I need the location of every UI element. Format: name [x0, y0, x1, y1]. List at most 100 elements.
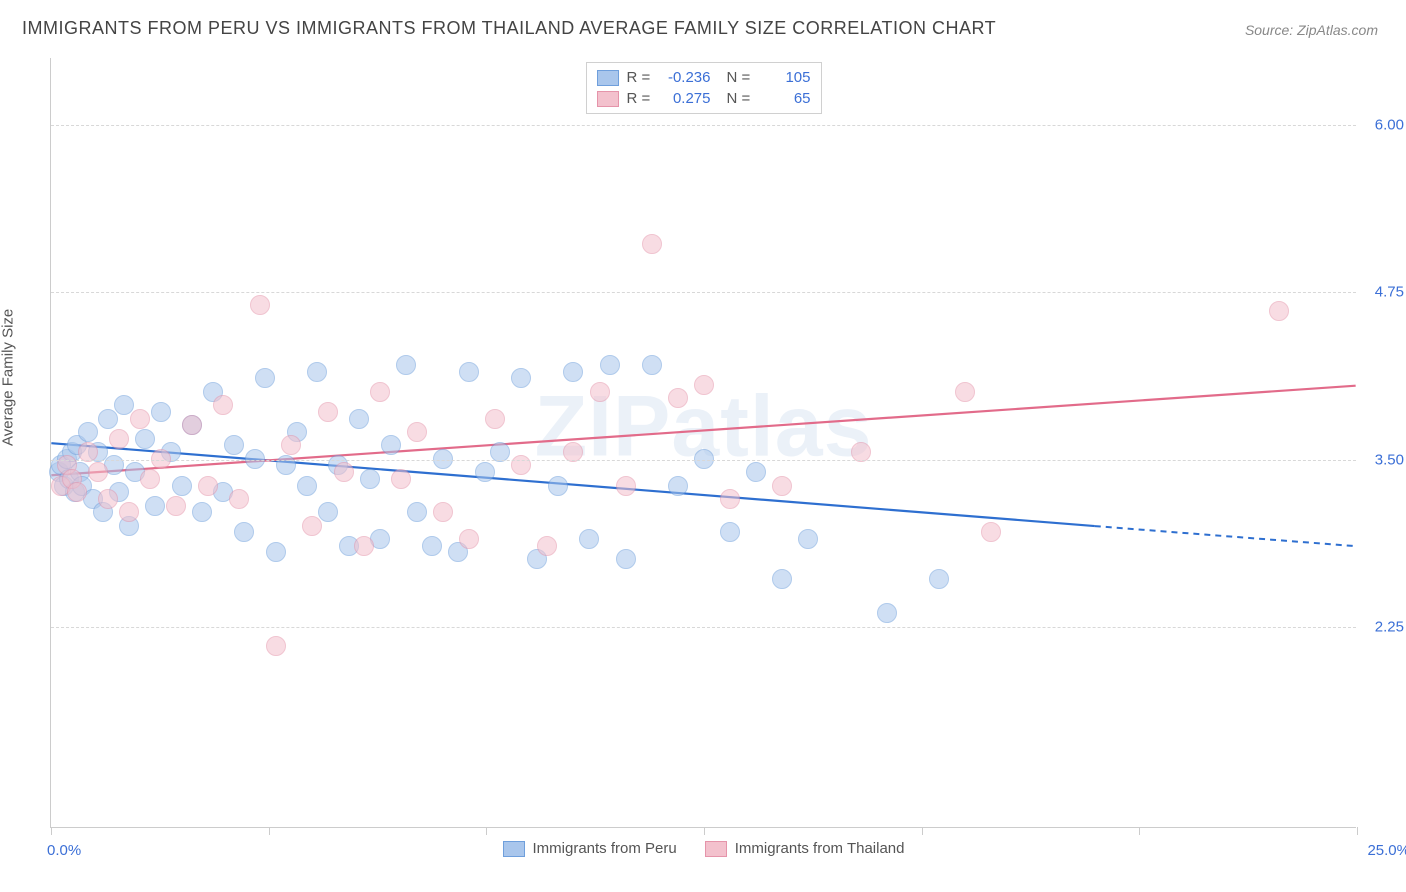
legend-label: Immigrants from Peru [533, 840, 677, 857]
x-tick [486, 827, 487, 835]
data-point-peru [297, 476, 317, 496]
legend-label: Immigrants from Thailand [735, 840, 905, 857]
data-point-peru [396, 355, 416, 375]
trend-line-extrapolated-peru [1095, 526, 1356, 546]
y-tick-label: 3.50 [1360, 451, 1404, 468]
data-point-thailand [266, 636, 286, 656]
y-tick-label: 4.75 [1360, 284, 1404, 301]
gridline [51, 460, 1356, 461]
legend-swatch [503, 841, 525, 857]
x-tick [1139, 827, 1140, 835]
data-point-thailand [955, 382, 975, 402]
legend-swatch [705, 841, 727, 857]
data-point-thailand [720, 489, 740, 509]
data-point-peru [135, 429, 155, 449]
legend-r-value: -0.236 [663, 69, 711, 86]
data-point-thailand [119, 502, 139, 522]
data-point-peru [459, 362, 479, 382]
data-point-peru [798, 529, 818, 549]
data-point-peru [192, 502, 212, 522]
legend-item: Immigrants from Thailand [705, 840, 905, 857]
data-point-thailand [694, 375, 714, 395]
data-point-peru [668, 476, 688, 496]
data-point-peru [563, 362, 583, 382]
data-point-peru [266, 542, 286, 562]
legend-r-value: 0.275 [663, 90, 711, 107]
data-point-thailand [391, 469, 411, 489]
data-point-peru [255, 368, 275, 388]
gridline [51, 125, 1356, 126]
data-point-peru [616, 549, 636, 569]
legend-n-value: 105 [763, 69, 811, 86]
legend-n-label: N = [727, 90, 755, 107]
data-point-thailand [433, 502, 453, 522]
data-point-peru [234, 522, 254, 542]
data-point-thailand [250, 295, 270, 315]
data-point-peru [276, 455, 296, 475]
data-point-thailand [537, 536, 557, 556]
data-point-peru [746, 462, 766, 482]
plot-area: ZIPatlas R =-0.236N =105R =0.275N =65 2.… [50, 58, 1356, 828]
data-point-thailand [229, 489, 249, 509]
data-point-thailand [590, 382, 610, 402]
data-point-thailand [98, 489, 118, 509]
legend-swatch-thailand [597, 91, 619, 107]
data-point-peru [642, 355, 662, 375]
data-point-peru [318, 502, 338, 522]
chart-title: IMMIGRANTS FROM PERU VS IMMIGRANTS FROM … [22, 18, 996, 39]
legend-n-value: 65 [763, 90, 811, 107]
gridline [51, 292, 1356, 293]
data-point-thailand [198, 476, 218, 496]
data-point-peru [548, 476, 568, 496]
data-point-thailand [459, 529, 479, 549]
source-attribution: Source: ZipAtlas.com [1245, 22, 1378, 38]
gridline [51, 627, 1356, 628]
data-point-peru [224, 435, 244, 455]
data-point-thailand [1269, 301, 1289, 321]
data-point-peru [145, 496, 165, 516]
data-point-thailand [130, 409, 150, 429]
legend-r-label: R = [627, 90, 655, 107]
data-point-peru [381, 435, 401, 455]
data-point-thailand [616, 476, 636, 496]
data-point-peru [422, 536, 442, 556]
legend-swatch-peru [597, 70, 619, 86]
data-point-thailand [354, 536, 374, 556]
x-tick [922, 827, 923, 835]
data-point-peru [511, 368, 531, 388]
data-point-thailand [407, 422, 427, 442]
data-point-thailand [318, 402, 338, 422]
x-tick [51, 827, 52, 835]
x-axis-min-label: 0.0% [47, 842, 81, 859]
x-axis-max-label: 25.0% [1367, 842, 1406, 859]
legend-item: Immigrants from Peru [503, 840, 677, 857]
y-axis-label: Average Family Size [0, 309, 17, 446]
data-point-thailand [302, 516, 322, 536]
data-point-thailand [281, 435, 301, 455]
legend-r-label: R = [627, 69, 655, 86]
data-point-thailand [109, 429, 129, 449]
data-point-thailand [642, 234, 662, 254]
correlation-legend-row-peru: R = -0.236 N = 105 [597, 67, 811, 88]
data-point-thailand [370, 382, 390, 402]
data-point-peru [172, 476, 192, 496]
trend-lines-svg [51, 58, 1356, 827]
correlation-legend-row-thailand: R = 0.275 N = 65 [597, 88, 811, 109]
data-point-thailand [485, 409, 505, 429]
data-point-thailand [511, 455, 531, 475]
data-point-thailand [67, 482, 87, 502]
source-link[interactable]: ZipAtlas.com [1297, 22, 1378, 38]
data-point-peru [78, 422, 98, 442]
data-point-peru [475, 462, 495, 482]
data-point-thailand [772, 476, 792, 496]
data-point-peru [720, 522, 740, 542]
data-point-peru [600, 355, 620, 375]
data-point-thailand [668, 388, 688, 408]
data-point-thailand [213, 395, 233, 415]
data-point-thailand [981, 522, 1001, 542]
legend-n-label: N = [727, 69, 755, 86]
data-point-thailand [166, 496, 186, 516]
data-point-peru [407, 502, 427, 522]
data-point-thailand [182, 415, 202, 435]
data-point-peru [772, 569, 792, 589]
